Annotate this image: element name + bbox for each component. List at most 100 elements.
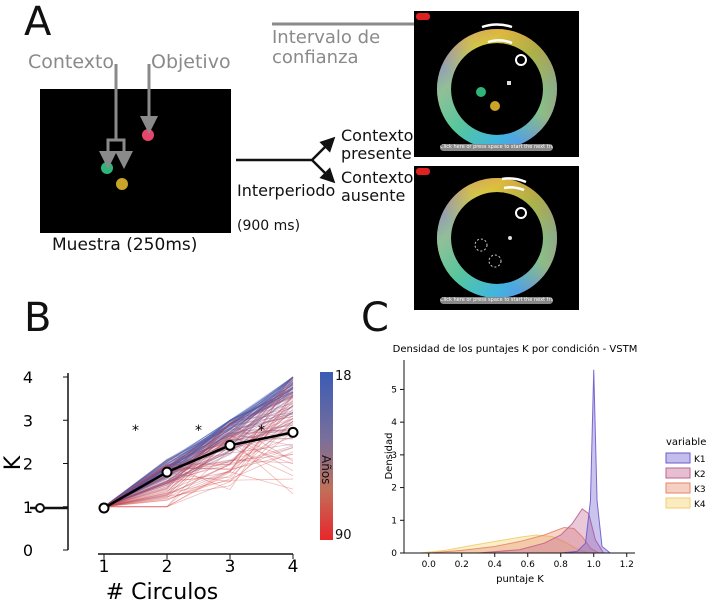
next-trial-button-2[interactable]: Click here or press space to start the n…	[440, 297, 553, 304]
colorbar-title: Años	[319, 455, 333, 485]
subject-line	[103, 376, 294, 508]
exit-button[interactable]	[416, 13, 430, 20]
x-tick-label: 0.2	[455, 560, 469, 570]
subject-line	[103, 398, 294, 508]
mean-point	[161, 466, 173, 478]
confidence-arc-outer-2	[501, 177, 527, 184]
subject-line	[103, 447, 294, 508]
subject-line	[103, 376, 294, 508]
panel-b-letter: B	[24, 295, 52, 341]
density-chart: 0.0 0.2 0.4 0.6 0.8 1.0 1.2 0 1 2 3 4 5 Densidad de …	[384, 343, 706, 585]
subject-line	[103, 396, 294, 508]
muestra-label: Muestra (250ms)	[52, 235, 198, 255]
subject-line	[103, 376, 294, 508]
subject-line	[103, 381, 294, 508]
subject-line	[103, 424, 294, 508]
subject-line	[103, 478, 294, 508]
subject-line	[103, 471, 294, 508]
y-axis-label: Densidad	[384, 432, 395, 479]
subject-line	[103, 376, 294, 508]
density-k2	[478, 508, 605, 554]
panel-a-letter: A	[24, 0, 52, 45]
subject-line	[103, 390, 294, 508]
subject-line	[103, 388, 294, 508]
subject-line	[103, 377, 294, 508]
subject-line	[103, 381, 294, 508]
contexto-presente-label: Contexto presente	[341, 126, 414, 164]
exit-button-2[interactable]	[416, 168, 430, 175]
placeholder-ring-1	[474, 238, 488, 252]
subject-line	[103, 382, 294, 508]
subject-line	[103, 391, 294, 508]
subject-line	[103, 379, 294, 508]
ausente-line-1: Contexto	[341, 168, 414, 187]
legend-swatch	[665, 482, 691, 494]
context-dot-gold	[116, 178, 128, 190]
y-tick-label: 1	[391, 516, 397, 526]
subject-line	[103, 395, 294, 508]
subject-line	[103, 395, 294, 508]
center-mark-2	[508, 236, 512, 240]
subject-line	[103, 418, 294, 508]
x-tick-label: 4	[288, 557, 299, 577]
ausente-line-2: ausente	[341, 186, 406, 206]
subject-line	[103, 415, 294, 508]
subject-line	[103, 384, 294, 508]
color-wheel-ausente	[437, 177, 557, 298]
x-tick-label: 0.4	[488, 560, 503, 570]
subject-line	[103, 436, 294, 508]
mean-point	[287, 426, 299, 438]
density-k3	[428, 526, 601, 554]
contexto-label: Contexto	[28, 51, 115, 73]
x-tick-label: 2	[162, 557, 173, 577]
subject-line	[103, 403, 294, 508]
subject-line	[103, 376, 294, 508]
subject-line	[103, 393, 294, 508]
subject-line	[103, 393, 294, 508]
subject-line	[103, 384, 294, 508]
subject-line	[103, 423, 294, 508]
subject-line	[103, 447, 294, 508]
density-k1	[560, 369, 612, 554]
subject-line	[103, 405, 294, 508]
next-trial-button[interactable]: Click here or press space to start the n…	[440, 144, 553, 151]
interperiodo-label: Interperiodo	[237, 181, 336, 200]
legend-label: K2	[694, 470, 706, 480]
cursor-ring-2	[515, 207, 527, 219]
intervalo-line-1: Intervalo de	[272, 27, 381, 48]
subject-line	[103, 386, 294, 508]
y-tick-label: 4	[391, 418, 397, 428]
legend-title: variable	[666, 437, 706, 448]
presente-line-1: Contexto	[341, 126, 414, 145]
subject-line	[103, 406, 294, 508]
y-tick-label: 3	[391, 451, 397, 461]
subject-line	[103, 391, 294, 508]
subject-line	[103, 377, 294, 508]
legend-swatch	[665, 467, 691, 479]
confidence-arc-inner	[487, 39, 513, 45]
contexto-ausente-label: Contexto ausente	[341, 168, 414, 206]
subject-line	[103, 397, 294, 508]
subject-line	[103, 394, 294, 508]
subject-line	[103, 438, 294, 508]
subject-line	[103, 423, 294, 508]
significance-star: *	[195, 423, 202, 439]
chart-title: Densidad de los puntajes K por condición…	[393, 343, 638, 355]
subject-line	[103, 385, 294, 508]
legend-label: K4	[694, 500, 706, 510]
trial-screen-ausente: Click here or press space to start the n…	[414, 166, 579, 310]
subject-line	[103, 394, 294, 508]
colorbar-max-label: 18	[335, 369, 352, 384]
subject-line	[103, 446, 294, 508]
subject-line	[103, 387, 294, 508]
subject-line	[103, 387, 294, 508]
legend-label: K3	[694, 485, 706, 495]
subject-line	[103, 417, 294, 508]
subject-line	[103, 412, 294, 508]
subject-line	[103, 386, 294, 508]
y-tick-label: 0	[391, 549, 397, 559]
subject-line	[103, 413, 294, 508]
x-tick-label: 0.8	[554, 560, 569, 570]
x-tick-label: 0.0	[422, 560, 437, 570]
subject-line	[103, 391, 294, 508]
